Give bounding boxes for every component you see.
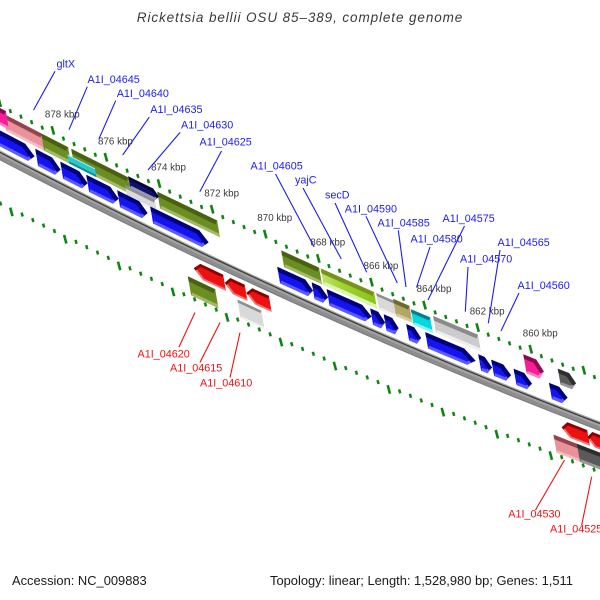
svg-text:A1I_04620: A1I_04620 xyxy=(138,349,190,361)
svg-text:A1I_04530: A1I_04530 xyxy=(508,509,560,521)
svg-text:872 kbp: 872 kbp xyxy=(204,188,239,199)
svg-text:secD: secD xyxy=(325,190,350,202)
svg-text:A1I_04575: A1I_04575 xyxy=(443,213,495,225)
svg-text:A1I_04635: A1I_04635 xyxy=(150,104,202,116)
svg-text:A1I_04630: A1I_04630 xyxy=(181,120,233,132)
svg-text:Rickettsia bellii OSU 85–389,: Rickettsia bellii OSU 85–389, complete g… xyxy=(137,10,463,25)
svg-text:866 kbp: 866 kbp xyxy=(364,261,399,272)
svg-text:A1I_04610: A1I_04610 xyxy=(200,378,252,390)
svg-text:868 kbp: 868 kbp xyxy=(310,238,345,249)
svg-text:864 kbp: 864 kbp xyxy=(417,284,452,295)
svg-text:A1I_04525: A1I_04525 xyxy=(550,524,600,536)
svg-text:860 kbp: 860 kbp xyxy=(523,328,558,339)
svg-text:A1I_04580: A1I_04580 xyxy=(411,234,463,246)
svg-text:A1I_04605: A1I_04605 xyxy=(251,161,303,173)
svg-text:876 kbp: 876 kbp xyxy=(98,136,133,147)
svg-text:yajC: yajC xyxy=(295,175,317,187)
svg-text:A1I_04640: A1I_04640 xyxy=(117,88,169,100)
svg-text:gltX: gltX xyxy=(57,59,76,71)
svg-text:Topology: linear; Length: 1,52: Topology: linear; Length: 1,528,980 bp; … xyxy=(270,573,573,588)
svg-text:A1I_04590: A1I_04590 xyxy=(345,204,397,216)
svg-text:A1I_04570: A1I_04570 xyxy=(460,254,512,266)
svg-text:A1I_04645: A1I_04645 xyxy=(88,74,140,86)
svg-text:A1I_04585: A1I_04585 xyxy=(378,218,430,230)
svg-text:A1I_04560: A1I_04560 xyxy=(518,280,570,292)
svg-text:878 kbp: 878 kbp xyxy=(45,109,80,120)
svg-text:A1I_04625: A1I_04625 xyxy=(200,137,252,149)
svg-text:A1I_04565: A1I_04565 xyxy=(498,237,550,249)
svg-text:870 kbp: 870 kbp xyxy=(257,213,292,224)
svg-text:874 kbp: 874 kbp xyxy=(151,163,186,174)
svg-text:Accession: NC_009883: Accession: NC_009883 xyxy=(12,573,147,588)
svg-text:A1I_04615: A1I_04615 xyxy=(170,363,222,375)
svg-text:862 kbp: 862 kbp xyxy=(470,307,505,318)
